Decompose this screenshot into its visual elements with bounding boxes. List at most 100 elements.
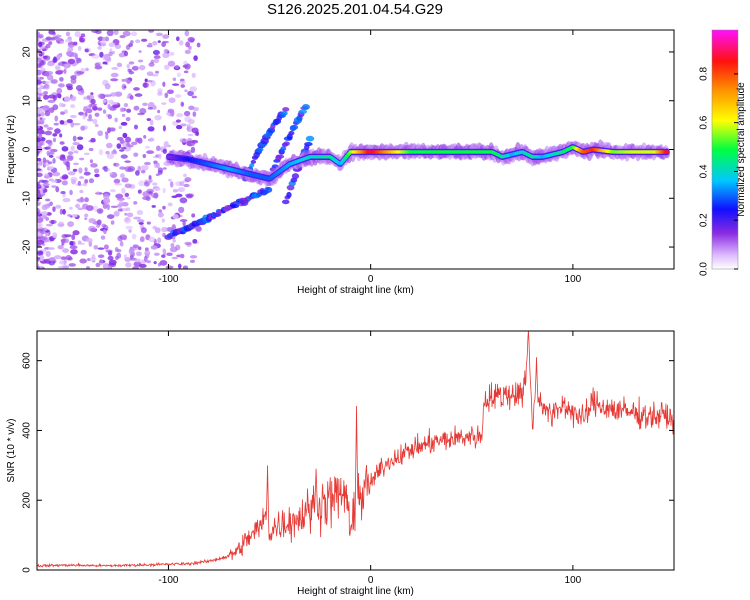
noise-blob <box>187 123 191 127</box>
noise-blob <box>182 220 186 227</box>
noise-blob <box>120 173 125 179</box>
noise-blob <box>41 179 49 184</box>
noise-blob <box>85 105 92 110</box>
noise-blob <box>119 240 124 247</box>
noise-blob <box>46 212 52 216</box>
noise-blob <box>65 38 72 43</box>
noise-blob <box>132 244 139 248</box>
noise-blob <box>161 218 165 223</box>
noise-blob <box>187 133 194 137</box>
noise-blob <box>77 180 82 186</box>
noise-blob <box>169 181 174 188</box>
noise-blob <box>103 229 107 235</box>
noise-blob <box>39 117 43 120</box>
noise-blob <box>37 239 45 245</box>
noise-blob <box>57 40 61 44</box>
noise-blob <box>142 153 147 159</box>
noise-blob <box>138 263 147 269</box>
noise-blob <box>105 142 113 149</box>
noise-blob <box>155 145 161 152</box>
noise-blob <box>162 187 166 194</box>
noise-blob <box>153 160 158 164</box>
noise-blob <box>47 94 56 99</box>
noise-blob <box>162 81 166 87</box>
noise-blob <box>171 195 178 199</box>
noise-blob <box>47 99 56 103</box>
noise-blob <box>140 169 146 174</box>
noise-blob <box>65 238 69 244</box>
noise-blob <box>142 102 148 106</box>
noise-blob <box>133 152 139 157</box>
noise-blob <box>46 74 54 81</box>
noise-blob <box>66 155 74 161</box>
noise-blob <box>37 76 44 81</box>
noise-blob <box>158 153 162 160</box>
noise-blob <box>72 135 77 142</box>
branch-blob <box>282 107 290 112</box>
noise-blob <box>73 162 80 166</box>
noise-blob <box>192 106 200 112</box>
noise-blob <box>167 89 174 95</box>
y-tick-label: -20 <box>22 239 33 254</box>
noise-blob <box>117 197 125 201</box>
branch-blob <box>301 104 310 110</box>
noise-blob <box>108 51 113 57</box>
noise-blob <box>155 32 163 37</box>
noise-blob <box>128 42 133 47</box>
noise-blob <box>102 109 107 114</box>
noise-blob <box>172 77 177 82</box>
noise-blob <box>102 197 111 204</box>
noise-blob <box>139 236 145 243</box>
noise-blob <box>97 130 104 137</box>
noise-blob <box>83 96 88 100</box>
noise-blob <box>165 265 174 269</box>
noise-blob <box>146 150 155 155</box>
noise-blob <box>121 78 126 82</box>
noise-blob <box>135 251 142 257</box>
colorbar: 0.0 0.2 0.4 0.6 0.8 Normalized spectral ampl… <box>699 29 747 276</box>
noise-blob <box>103 94 112 98</box>
branch-blob <box>281 199 290 205</box>
noise-blob <box>62 208 66 215</box>
noise-blob <box>180 140 188 143</box>
noise-blob <box>46 159 50 163</box>
noise-blob <box>52 206 56 212</box>
noise-blob <box>38 160 43 166</box>
noise-blob <box>99 51 104 58</box>
noise-blob <box>83 152 90 156</box>
noise-blob <box>88 114 92 120</box>
colorbar-tick-label: 0.8 <box>699 67 710 81</box>
noise-blob <box>158 209 163 213</box>
noise-blob <box>124 160 131 163</box>
noise-blob <box>61 180 68 186</box>
noise-blob <box>128 61 135 65</box>
noise-blob <box>106 214 115 219</box>
noise-blob <box>142 82 150 88</box>
noise-blob <box>42 157 47 164</box>
noise-blob <box>152 41 158 46</box>
branch-blob <box>304 142 313 147</box>
noise-blob <box>39 236 48 241</box>
spectrogram-x-ticks: -100 0 100 <box>158 30 582 285</box>
noise-blob <box>133 87 140 91</box>
x-tick-label: 100 <box>565 274 582 285</box>
noise-blob <box>128 229 132 233</box>
noise-blob <box>171 256 179 260</box>
noise-blob <box>115 193 124 199</box>
noise-blob <box>90 98 96 105</box>
noise-blob <box>52 232 58 239</box>
noise-blob <box>105 133 109 140</box>
noise-blob <box>107 255 114 261</box>
noise-blob <box>64 234 72 238</box>
noise-blob <box>37 263 40 267</box>
noise-blob <box>100 40 107 47</box>
noise-blob <box>154 227 161 234</box>
branch-blob <box>250 159 257 164</box>
branch-blob <box>249 163 255 168</box>
noise-blob <box>151 204 156 208</box>
noise-blob <box>37 129 45 135</box>
noise-blob <box>116 136 124 141</box>
noise-blob <box>54 204 62 209</box>
colorbar-tick-label: 0.4 <box>699 164 710 178</box>
